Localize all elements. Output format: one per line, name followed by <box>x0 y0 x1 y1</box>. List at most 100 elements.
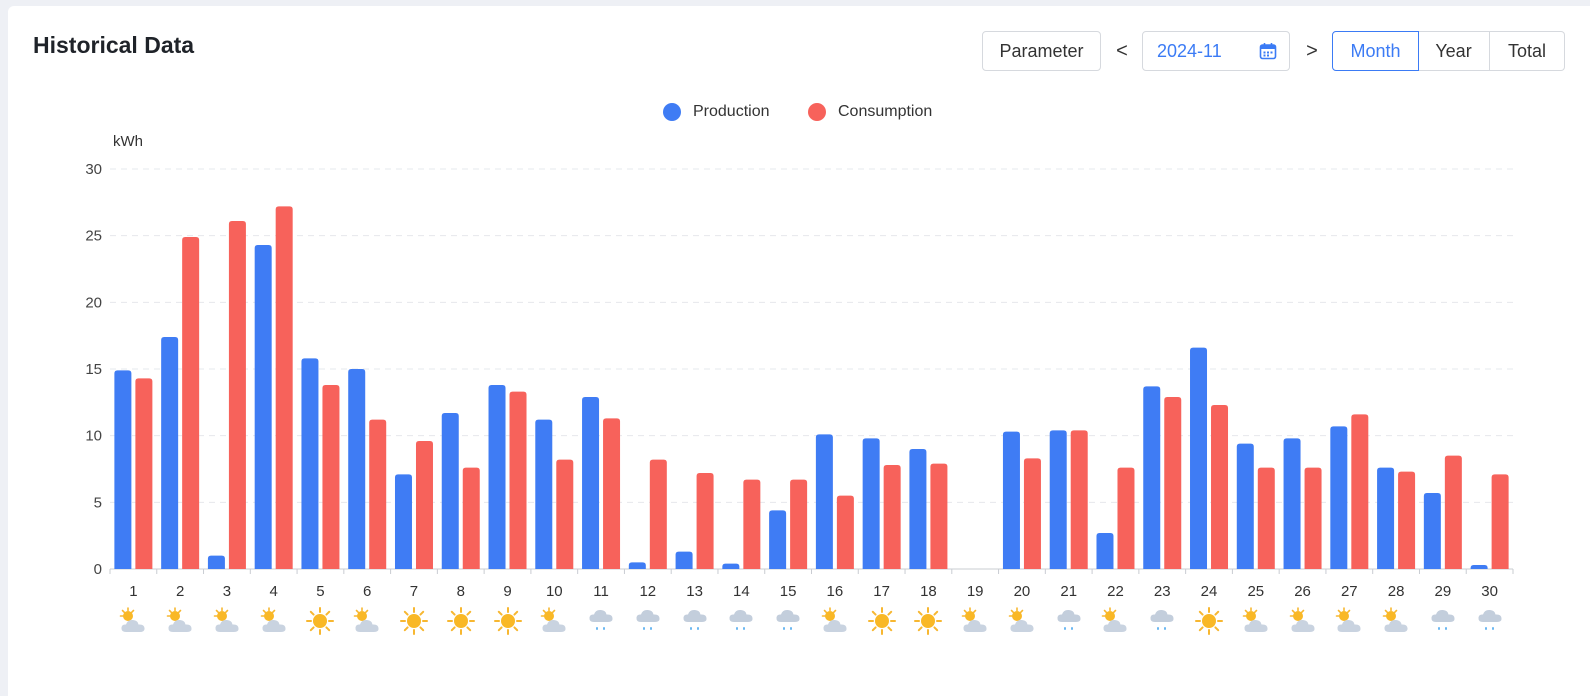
partly-cloudy-icon <box>1007 606 1037 636</box>
x-tick-label: 4 <box>270 583 278 600</box>
bar-consumption-day-15[interactable] <box>790 479 808 569</box>
bar-production-day-28[interactable] <box>1377 467 1395 569</box>
bar-production-day-18[interactable] <box>909 449 927 569</box>
x-tick-label: 1 <box>129 583 137 600</box>
bar-consumption-day-30[interactable] <box>1491 474 1509 569</box>
sunny-icon <box>399 606 429 636</box>
calendar-icon <box>1259 43 1277 60</box>
bar-production-day-9[interactable] <box>488 385 506 569</box>
date-value: 2024-11 <box>1157 41 1222 61</box>
sunny-icon <box>305 606 335 636</box>
bar-consumption-day-25[interactable] <box>1257 467 1275 569</box>
partly-cloudy-icon <box>1100 606 1130 636</box>
bar-production-day-22[interactable] <box>1096 533 1114 569</box>
bar-production-day-13[interactable] <box>675 551 693 569</box>
bar-consumption-day-28[interactable] <box>1398 471 1416 569</box>
x-tick-label: 17 <box>873 583 890 600</box>
next-month-button[interactable]: > <box>1306 40 1318 62</box>
legend-label-consumption: Consumption <box>838 103 933 120</box>
x-tick-label: 29 <box>1435 583 1452 600</box>
x-tick-label: 10 <box>546 583 563 600</box>
tab-year[interactable]: Year <box>1418 31 1490 71</box>
bar-production-day-20[interactable] <box>1002 431 1020 569</box>
x-tick-label: 20 <box>1014 583 1031 600</box>
prev-month-button[interactable]: < <box>1116 40 1128 62</box>
page-title: Historical Data <box>33 32 195 58</box>
bar-consumption-day-20[interactable] <box>1023 458 1041 569</box>
sunny-icon <box>493 606 523 636</box>
bar-consumption-day-27[interactable] <box>1351 414 1369 569</box>
partly-cloudy-icon <box>259 606 289 636</box>
bar-consumption-day-13[interactable] <box>696 473 714 569</box>
bar-consumption-day-11[interactable] <box>603 418 621 569</box>
bar-consumption-day-8[interactable] <box>462 467 480 569</box>
rain-icon <box>1054 606 1084 636</box>
month-date-picker[interactable]: 2024-11 <box>1142 31 1290 71</box>
bar-consumption-day-3[interactable] <box>228 221 246 569</box>
bar-production-day-16[interactable] <box>815 434 833 569</box>
x-tick-label: 27 <box>1341 583 1358 600</box>
y-tick-label: 15 <box>85 361 102 378</box>
bar-production-day-24[interactable] <box>1190 347 1208 569</box>
partly-cloudy-icon <box>212 606 242 636</box>
bar-consumption-day-12[interactable] <box>649 459 667 569</box>
bar-production-day-27[interactable] <box>1330 426 1348 569</box>
bar-consumption-day-24[interactable] <box>1211 405 1229 569</box>
x-tick-label: 18 <box>920 583 937 600</box>
bar-consumption-day-21[interactable] <box>1070 430 1088 569</box>
bar-production-day-4[interactable] <box>254 245 272 569</box>
bar-production-day-17[interactable] <box>862 438 880 569</box>
x-tick-label: 7 <box>410 583 418 600</box>
sunny-icon <box>446 606 476 636</box>
bar-consumption-day-16[interactable] <box>836 495 854 569</box>
bar-production-day-30[interactable] <box>1470 565 1488 569</box>
bar-consumption-day-2[interactable] <box>182 237 200 569</box>
chart-legend: Production Consumption <box>8 100 1590 124</box>
x-tick-label: 3 <box>223 583 231 600</box>
bar-consumption-day-23[interactable] <box>1164 397 1182 569</box>
bar-consumption-day-14[interactable] <box>743 479 761 569</box>
bar-production-day-1[interactable] <box>114 370 132 569</box>
tab-total[interactable]: Total <box>1490 31 1565 71</box>
bar-production-day-12[interactable] <box>628 562 646 569</box>
x-tick-label: 22 <box>1107 583 1124 600</box>
bar-production-day-6[interactable] <box>348 369 366 569</box>
bar-production-day-2[interactable] <box>161 337 179 569</box>
bar-production-day-11[interactable] <box>582 397 600 569</box>
bar-consumption-day-18[interactable] <box>930 463 948 569</box>
parameter-button[interactable]: Parameter <box>982 31 1101 71</box>
sunny-icon <box>1194 606 1224 636</box>
bar-consumption-day-4[interactable] <box>275 206 293 570</box>
bar-consumption-day-5[interactable] <box>322 385 340 569</box>
tab-month[interactable]: Month <box>1332 31 1419 71</box>
bar-consumption-day-10[interactable] <box>556 459 574 569</box>
bar-production-day-23[interactable] <box>1143 386 1161 569</box>
partly-cloudy-icon <box>165 606 195 636</box>
bar-production-day-21[interactable] <box>1049 430 1067 569</box>
bar-consumption-day-6[interactable] <box>369 419 387 569</box>
legend-item-consumption[interactable]: Consumption <box>808 100 932 124</box>
bar-production-day-14[interactable] <box>722 563 740 569</box>
bar-production-day-3[interactable] <box>207 555 225 569</box>
bar-consumption-day-26[interactable] <box>1304 467 1322 569</box>
bar-production-day-29[interactable] <box>1423 493 1441 569</box>
bar-production-day-15[interactable] <box>769 510 787 569</box>
bar-consumption-day-29[interactable] <box>1444 455 1462 569</box>
bar-consumption-day-17[interactable] <box>883 465 901 569</box>
bar-production-day-26[interactable] <box>1283 438 1301 569</box>
bar-consumption-day-9[interactable] <box>509 391 527 569</box>
bar-production-day-8[interactable] <box>441 413 459 569</box>
bar-production-day-10[interactable] <box>535 419 553 569</box>
legend-item-production[interactable]: Production <box>663 100 770 124</box>
x-tick-label: 11 <box>593 583 609 600</box>
x-tick-label: 6 <box>363 583 371 600</box>
bar-consumption-day-7[interactable] <box>415 441 433 569</box>
x-tick-label: 8 <box>457 583 465 600</box>
bar-production-day-7[interactable] <box>394 474 412 569</box>
bar-production-day-5[interactable] <box>301 358 319 569</box>
bar-consumption-day-1[interactable] <box>135 378 153 569</box>
legend-dot-consumption <box>808 103 826 121</box>
bar-production-day-25[interactable] <box>1236 443 1254 569</box>
partly-cloudy-icon <box>960 606 990 636</box>
bar-consumption-day-22[interactable] <box>1117 467 1135 569</box>
